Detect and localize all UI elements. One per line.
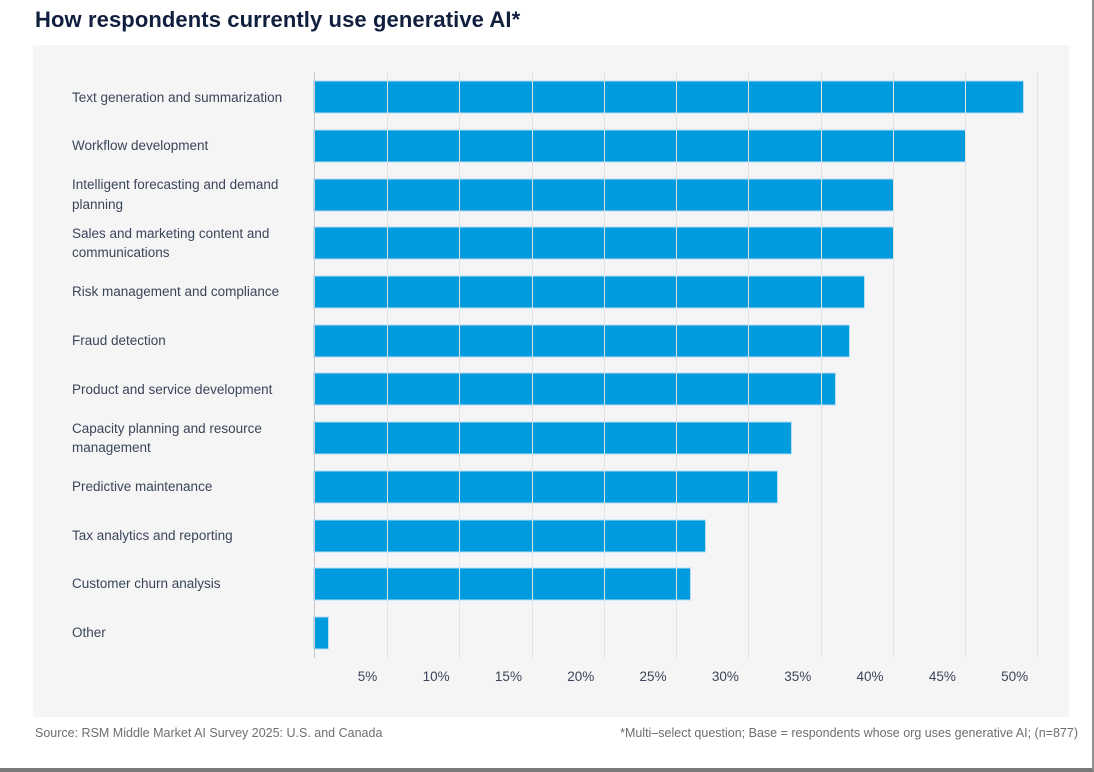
row-plot-area	[314, 560, 1069, 609]
row-plot-area	[314, 511, 1069, 560]
x-axis-tick-label: 25%	[639, 669, 667, 684]
bar	[314, 617, 329, 649]
row-plot-area	[314, 268, 1069, 317]
bar	[314, 81, 1023, 113]
category-label: Predictive maintenance	[72, 479, 213, 495]
category-label: Other	[72, 625, 106, 641]
category-label: Intelligent forecasting and demand plann…	[72, 177, 279, 212]
table-row: Text generation and summarization	[33, 73, 1069, 122]
table-row: Risk management and compliance	[33, 268, 1069, 317]
x-axis-tick-label: 40%	[856, 669, 884, 684]
x-axis-tick-label: 10%	[422, 669, 450, 684]
bar	[314, 227, 893, 259]
table-row: Intelligent forecasting and demand plann…	[33, 170, 1069, 219]
x-axis-tick-label: 15%	[494, 669, 522, 684]
bar	[314, 520, 705, 552]
row-plot-area	[314, 73, 1069, 122]
row-plot-area	[314, 170, 1069, 219]
category-label: Sales and marketing content and communic…	[72, 225, 270, 261]
x-axis-tick-label: 30%	[711, 669, 739, 684]
row-plot-area	[314, 219, 1069, 268]
table-row: Capacity planning and resource managemen…	[33, 414, 1069, 463]
bar	[314, 422, 792, 454]
bar-rows: Text generation and summarization Workflo…	[33, 73, 1069, 657]
bar	[314, 276, 864, 308]
table-row: Customer churn analysis	[33, 560, 1069, 609]
category-label: Workflow development	[72, 138, 209, 154]
table-row: Predictive maintenance	[33, 463, 1069, 512]
table-row: Fraud detection	[33, 316, 1069, 365]
x-axis-tick-label: 5%	[357, 669, 378, 684]
row-plot-area	[314, 122, 1069, 171]
table-row: Sales and marketing content and communic…	[33, 219, 1069, 268]
category-label: Risk management and compliance	[72, 284, 280, 300]
bar	[314, 325, 850, 357]
bar	[314, 568, 691, 600]
bar	[314, 179, 893, 211]
x-axis-tick-label: 35%	[784, 669, 812, 684]
category-label: Capacity planning and resource managemen…	[72, 420, 262, 456]
chart-title: How respondents currently use generative…	[35, 7, 521, 32]
row-plot-area	[314, 316, 1069, 365]
x-axis-tick-label: 20%	[567, 669, 595, 684]
table-row: Product and service development	[33, 365, 1069, 414]
row-plot-area	[314, 609, 1069, 658]
chart-panel: Text generation and summarization Workflo…	[33, 45, 1069, 717]
bar	[314, 130, 965, 162]
row-plot-area	[314, 463, 1069, 512]
x-axis-tick-label: 45%	[928, 669, 956, 684]
row-plot-area	[314, 414, 1069, 463]
footer-source: Source: RSM Middle Market AI Survey 2025…	[35, 726, 383, 740]
bar	[314, 471, 777, 503]
table-row: Tax analytics and reporting	[33, 511, 1069, 560]
table-row: Other	[33, 609, 1069, 658]
table-row: Workflow development	[33, 122, 1069, 171]
row-plot-area	[314, 365, 1069, 414]
footer-note: *Multi–select question; Base = responden…	[620, 726, 1078, 740]
category-label: Tax analytics and reporting	[72, 527, 233, 543]
x-axis: 5% 10% 15% 20% 25% 30% 35% 40% 45% 50%	[314, 661, 1069, 691]
category-label: Product and service development	[72, 381, 273, 397]
bar	[314, 373, 835, 405]
category-label: Customer churn analysis	[72, 576, 221, 592]
category-label: Fraud detection	[72, 333, 166, 348]
x-axis-tick-label: 50%	[1001, 669, 1029, 684]
category-label: Text generation and summarization	[72, 89, 283, 105]
